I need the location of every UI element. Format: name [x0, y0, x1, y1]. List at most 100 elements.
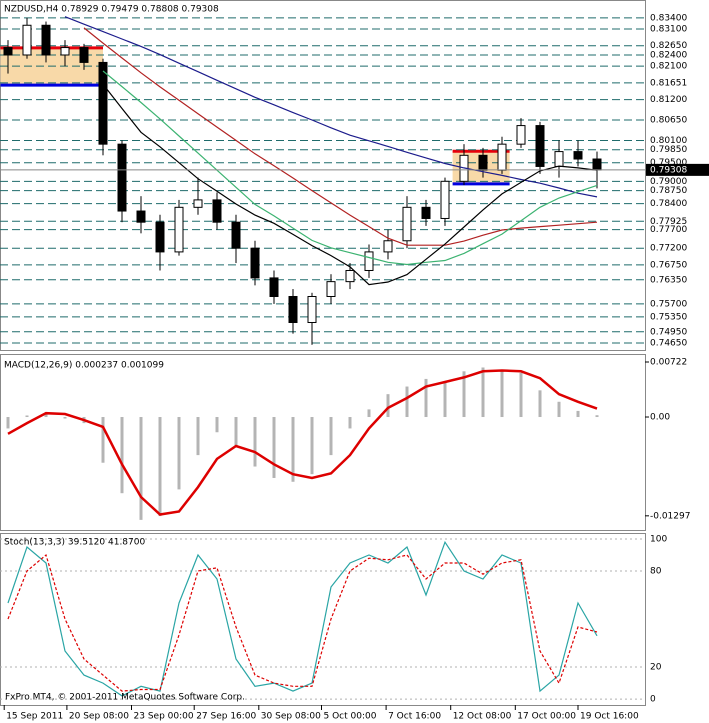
- last-price-box: [646, 163, 709, 176]
- candle-body: [212, 199, 222, 223]
- y-tick-label: 0.00722: [650, 358, 687, 368]
- moving-average: [64, 16, 598, 198]
- candle-body: [592, 158, 602, 171]
- y-tick-label: 0.78750: [650, 186, 687, 196]
- macd-bar: [25, 415, 29, 418]
- moving-average: [102, 70, 598, 266]
- x-tick-label: 27 Sep 16:00: [196, 712, 256, 722]
- macd-bar: [101, 417, 105, 463]
- candle-body: [22, 24, 32, 56]
- x-tick-label: 23 Sep 00:00: [134, 712, 194, 722]
- y-tick-label: 0.82650: [650, 41, 687, 51]
- moving-average: [83, 27, 598, 246]
- candle-body: [345, 269, 355, 283]
- x-tick-label: 12 Oct 08:00: [453, 712, 512, 722]
- macd-bar: [139, 417, 143, 520]
- candle-body: [516, 125, 526, 145]
- y-tick-label: 0.79500: [650, 158, 687, 168]
- price-panel: [0, 0, 646, 351]
- y-tick-label: 0.81651: [650, 78, 687, 88]
- y-tick-label: 0.79850: [650, 145, 687, 155]
- y-tick-label: 0.77200: [650, 244, 687, 254]
- candle-body: [231, 221, 241, 249]
- macd-bar: [348, 417, 352, 429]
- candle-body: [269, 277, 279, 297]
- x-tick-label: 15 Sep 2011: [6, 712, 63, 722]
- candle-body: [155, 221, 165, 253]
- candle-body: [573, 151, 583, 160]
- macd-bar: [291, 417, 295, 482]
- panel-title: Stoch(13,3,3) 39.5120 41.8700: [4, 538, 145, 548]
- macd-bar: [63, 417, 67, 419]
- macd-bar: [158, 417, 162, 517]
- y-tick-label: 0.78400: [650, 199, 687, 209]
- y-tick-label: 0.79000: [650, 177, 687, 187]
- y-tick-label: 0.00: [650, 413, 670, 423]
- macd-bar: [538, 390, 542, 418]
- macd-bar: [595, 415, 599, 418]
- candle-body: [307, 295, 317, 324]
- x-tick-label: 20 Sep 08:00: [69, 712, 129, 722]
- macd-bar: [310, 417, 314, 475]
- macd-bar: [177, 417, 181, 490]
- y-tick-label: 0: [650, 695, 656, 705]
- macd-bar: [557, 401, 561, 418]
- x-tick-label: 30 Sep 08:00: [261, 712, 321, 722]
- macd-bar: [500, 371, 504, 418]
- candle-body: [497, 143, 507, 171]
- candle-body: [478, 154, 488, 171]
- macd-bar: [462, 371, 466, 418]
- macd-bar: [234, 417, 238, 448]
- y-tick-label: -0.01297: [650, 511, 690, 521]
- candle-body: [326, 281, 336, 297]
- y-tick-label: 0.80100: [650, 136, 687, 146]
- macd-bar: [576, 410, 580, 418]
- candle-body: [174, 206, 184, 253]
- macd-bar: [120, 417, 124, 494]
- y-tick-label: 0.76750: [650, 260, 687, 270]
- candle-body: [535, 125, 545, 167]
- macd-bar: [367, 409, 371, 418]
- macd-bar: [196, 417, 200, 456]
- copyright: FxPro MT4, © 2001-2011 MetaQuotes Softwa…: [5, 693, 245, 703]
- y-tick-label: 20: [650, 663, 662, 673]
- stoch-panel: [0, 533, 646, 706]
- macd-bar: [443, 382, 447, 418]
- candle-body: [440, 180, 450, 219]
- candle-body: [60, 47, 70, 56]
- macd-bar: [519, 372, 523, 418]
- candle-body: [364, 251, 374, 271]
- stoch-line: [7, 540, 598, 697]
- y-tick-label: 0.82400: [650, 50, 687, 60]
- macd-bar: [481, 367, 485, 418]
- macd-panel: [0, 354, 646, 531]
- y-tick-label: 0.75350: [650, 312, 687, 322]
- macd-bar: [329, 417, 333, 456]
- y-tick-label: 0.81200: [650, 95, 687, 105]
- candle-body: [554, 151, 564, 167]
- macd-bar: [405, 386, 409, 418]
- candle-body: [193, 199, 203, 208]
- x-tick-label: 17 Oct 00:00: [517, 712, 576, 722]
- candle-body: [250, 247, 260, 279]
- panel-title: MACD(12,26,9) 0.000237 0.001099: [4, 361, 164, 371]
- macd-bar: [424, 378, 428, 418]
- y-tick-label: 0.74650: [650, 338, 687, 348]
- y-tick-label: 0.77925: [650, 217, 687, 227]
- moving-average: [102, 83, 598, 286]
- macd-bar: [6, 417, 10, 429]
- y-tick-label: 0.80650: [650, 116, 687, 126]
- candle-body: [383, 240, 393, 253]
- candle-body: [136, 210, 146, 223]
- y-tick-label: 0.83400: [650, 13, 687, 23]
- candle-body: [41, 24, 51, 56]
- stoch-line: [7, 553, 598, 692]
- x-tick-label: 5 Oct 00:00: [324, 712, 377, 722]
- panel-title: NZDUSD,H4 0.78929 0.79479 0.78808 0.7930…: [4, 5, 219, 15]
- candle-body: [3, 47, 13, 56]
- y-tick-label: 100: [650, 534, 667, 544]
- candle-body: [421, 206, 431, 219]
- macd-bar: [253, 417, 257, 467]
- candle-body: [288, 295, 298, 324]
